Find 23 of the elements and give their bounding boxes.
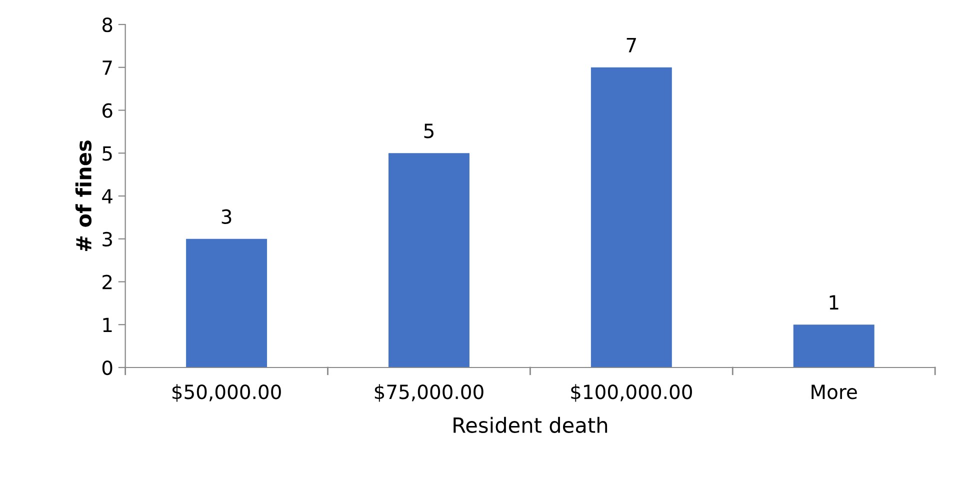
x-tick-label: More — [812, 384, 857, 400]
y-tick-label: 8 — [102, 17, 112, 32]
y-tick-label: 0 — [102, 360, 112, 376]
y-tick-label: 6 — [102, 103, 112, 118]
data-label: 1 — [830, 295, 838, 310]
y-tick-label: 5 — [102, 146, 112, 161]
data-label: 7 — [626, 38, 636, 52]
bar — [793, 324, 874, 368]
bar — [590, 67, 672, 368]
y-tick-label: 4 — [102, 189, 112, 204]
x-axis-title: Resident death — [454, 416, 608, 433]
x-tick-label: $50,000.00 — [172, 384, 281, 402]
data-label: 5 — [424, 124, 434, 138]
x-tick-label: $75,000.00 — [374, 384, 484, 402]
y-tick-label: 1 — [103, 318, 112, 332]
y-tick-label: 3 — [102, 232, 112, 247]
y-tick-label: 2 — [102, 274, 112, 290]
y-axis-title: # of fines — [75, 140, 92, 252]
y-tick-label: 7 — [102, 60, 112, 75]
bar — [186, 238, 268, 368]
data-label: 3 — [222, 209, 232, 224]
x-tick-label: $100,000.00 — [571, 384, 692, 402]
bar — [388, 153, 470, 368]
